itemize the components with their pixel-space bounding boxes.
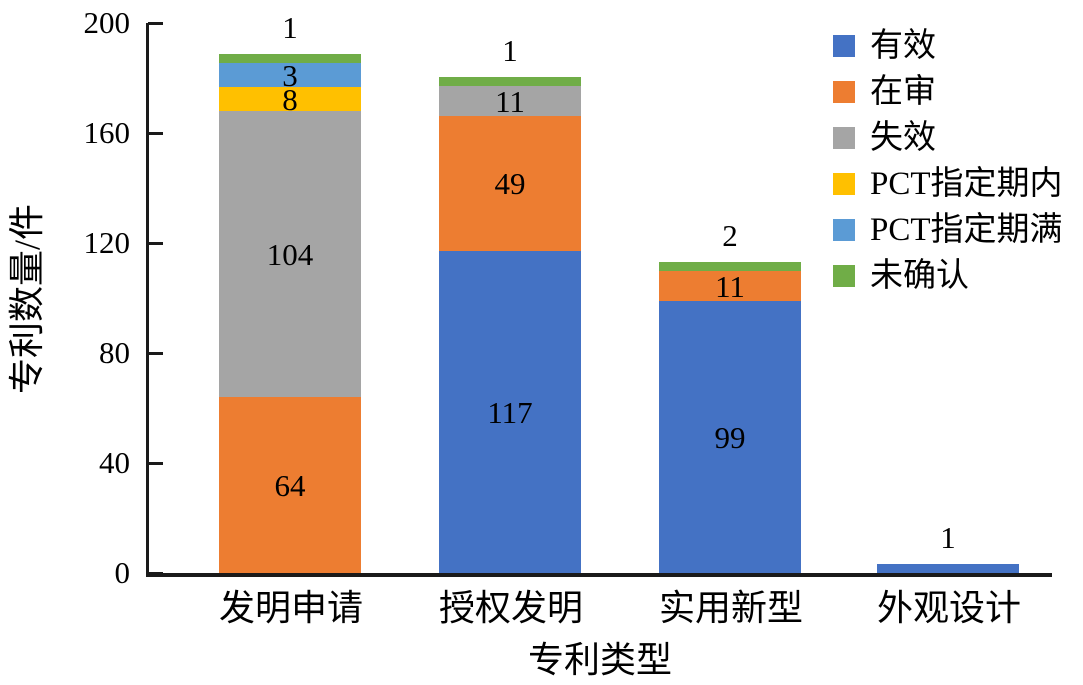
- segment-value-label: 64: [274, 467, 306, 503]
- legend-item: 有效: [833, 23, 1063, 69]
- legend-item: PCT指定期满: [833, 207, 1063, 253]
- bar-top-label: 1: [940, 520, 956, 555]
- y-tick-mark: [148, 572, 163, 575]
- legend-label: 未确认: [870, 258, 969, 294]
- x-axis-title: 专利类型: [527, 640, 672, 680]
- y-axis-title: 专利数量/件: [7, 203, 47, 395]
- y-axis-line: [146, 23, 149, 577]
- y-tick-mark: [148, 132, 163, 135]
- bar-segment: 49: [439, 116, 581, 251]
- legend-label: PCT指定期内: [870, 166, 1063, 202]
- y-tick-label: 200: [83, 5, 131, 40]
- bar-top-label: 1: [282, 10, 298, 45]
- segment-value-label: 104: [266, 236, 314, 272]
- segment-value-label: 49: [494, 166, 526, 201]
- legend-label: 失效: [870, 120, 936, 156]
- bar-segment: [219, 54, 361, 63]
- bar-segment: 64: [219, 397, 361, 573]
- bar-segment: 117: [439, 251, 581, 573]
- bar-segment: 11: [439, 83, 581, 119]
- legend-swatch-icon: [833, 35, 855, 57]
- bar-segment: 3: [219, 60, 361, 91]
- legend-item: 未确认: [833, 253, 1063, 299]
- x-category-label: 实用新型: [659, 588, 804, 628]
- legend-swatch-icon: [833, 81, 855, 103]
- legend-swatch-icon: [833, 173, 855, 195]
- legend-item: PCT指定期内: [833, 161, 1063, 207]
- legend-swatch-icon: [833, 127, 855, 149]
- x-category-label: 外观设计: [877, 588, 1022, 628]
- legend-swatch-icon: [833, 265, 855, 287]
- bar-segment: [659, 262, 801, 271]
- segment-value-label: 11: [495, 83, 525, 119]
- y-tick-label: 0: [114, 555, 131, 590]
- y-tick-label: 160: [83, 115, 131, 150]
- legend: 有效在审失效 PCT指定期内 PCT指定期满 未确认: [833, 23, 1063, 299]
- legend-label: PCT指定期满: [870, 212, 1063, 248]
- bar-top-label: 2: [722, 218, 738, 253]
- segment-value-label: 11: [715, 268, 745, 304]
- x-category-label: 授权发明: [439, 588, 584, 628]
- y-tick-mark: [148, 462, 163, 465]
- y-tick-label: 40: [99, 445, 130, 480]
- y-tick-mark: [148, 352, 163, 355]
- bar-segment: [877, 564, 1019, 573]
- legend-label: 有效: [870, 28, 936, 64]
- y-tick-mark: [148, 22, 163, 25]
- bar-segment: 99: [659, 301, 801, 573]
- legend-label: 在审: [870, 74, 936, 110]
- legend-item: 失效: [833, 115, 1063, 161]
- y-tick-mark: [148, 242, 163, 245]
- x-category-label: 发明申请: [219, 588, 364, 628]
- segment-value-label: 3: [282, 57, 298, 93]
- y-tick-label: 120: [83, 225, 131, 260]
- y-tick-label: 80: [99, 335, 130, 370]
- bar-segment: [439, 77, 581, 86]
- legend-swatch-icon: [833, 219, 855, 241]
- segment-value-label: 99: [714, 419, 746, 455]
- bar-segment: 8: [219, 84, 361, 115]
- legend-item: 在审: [833, 69, 1063, 115]
- segment-value-label: 117: [487, 394, 533, 430]
- bar-segment: 104: [219, 111, 361, 397]
- bar-top-label: 1: [502, 33, 518, 68]
- segment-value-label: 8: [282, 81, 298, 117]
- x-axis-line: [146, 573, 1052, 577]
- bar-segment: 11: [659, 268, 801, 304]
